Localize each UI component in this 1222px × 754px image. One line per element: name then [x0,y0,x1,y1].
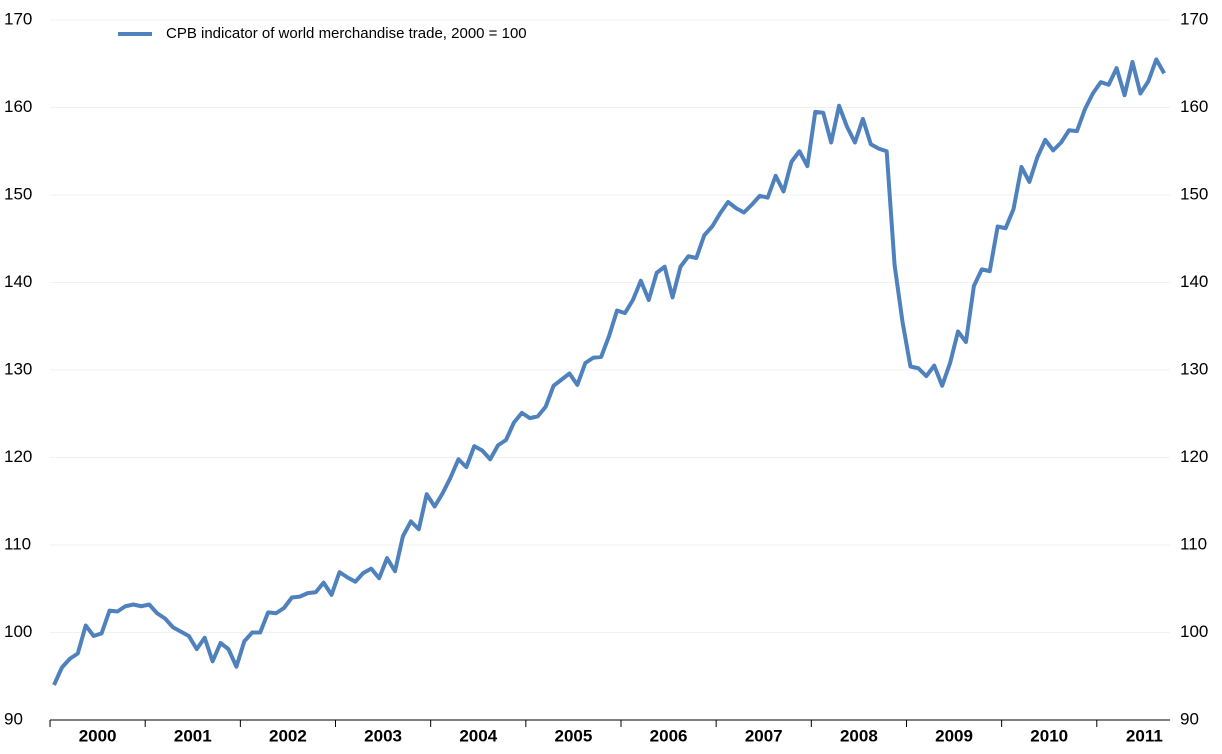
y-tick-label: 130 [4,359,32,378]
y-tick-label: 100 [4,622,32,641]
legend-label: CPB indicator of world merchandise trade… [166,25,527,42]
y-tick-label-right: 130 [1180,359,1208,378]
x-tick-label: 2009 [935,726,973,745]
y-tick-label: 120 [4,447,32,466]
y-tick-label: 150 [4,184,32,203]
x-tick-label: 2010 [1030,726,1068,745]
y-tick-label-right: 170 [1180,9,1208,28]
y-tick-label: 140 [4,272,32,291]
y-tick-label-right: 110 [1180,534,1207,553]
x-tick-label: 2005 [555,726,593,745]
y-tick-label: 110 [4,534,31,553]
y-tick-label-right: 160 [1180,97,1208,116]
y-tick-label: 170 [4,9,32,28]
x-tick-label: 2007 [745,726,783,745]
x-tick-label: 2002 [269,726,307,745]
x-tick-label: 2004 [459,726,497,745]
y-tick-label-right: 100 [1180,622,1208,641]
y-tick-label-right: 140 [1180,272,1208,291]
series-line [52,57,1166,686]
x-tick-label: 2003 [364,726,402,745]
x-tick-label: 2000 [79,726,117,745]
y-tick-label: 160 [4,97,32,116]
y-tick-label: 90 [4,709,23,728]
x-tick-label: 2011 [1126,726,1163,745]
x-tick-label: 2006 [650,726,688,745]
x-tick-label: 2008 [840,726,878,745]
x-tick-label: 2001 [174,726,212,745]
y-tick-label-right: 120 [1180,447,1208,466]
y-tick-label-right: 90 [1180,709,1199,728]
y-tick-label-right: 150 [1180,184,1208,203]
